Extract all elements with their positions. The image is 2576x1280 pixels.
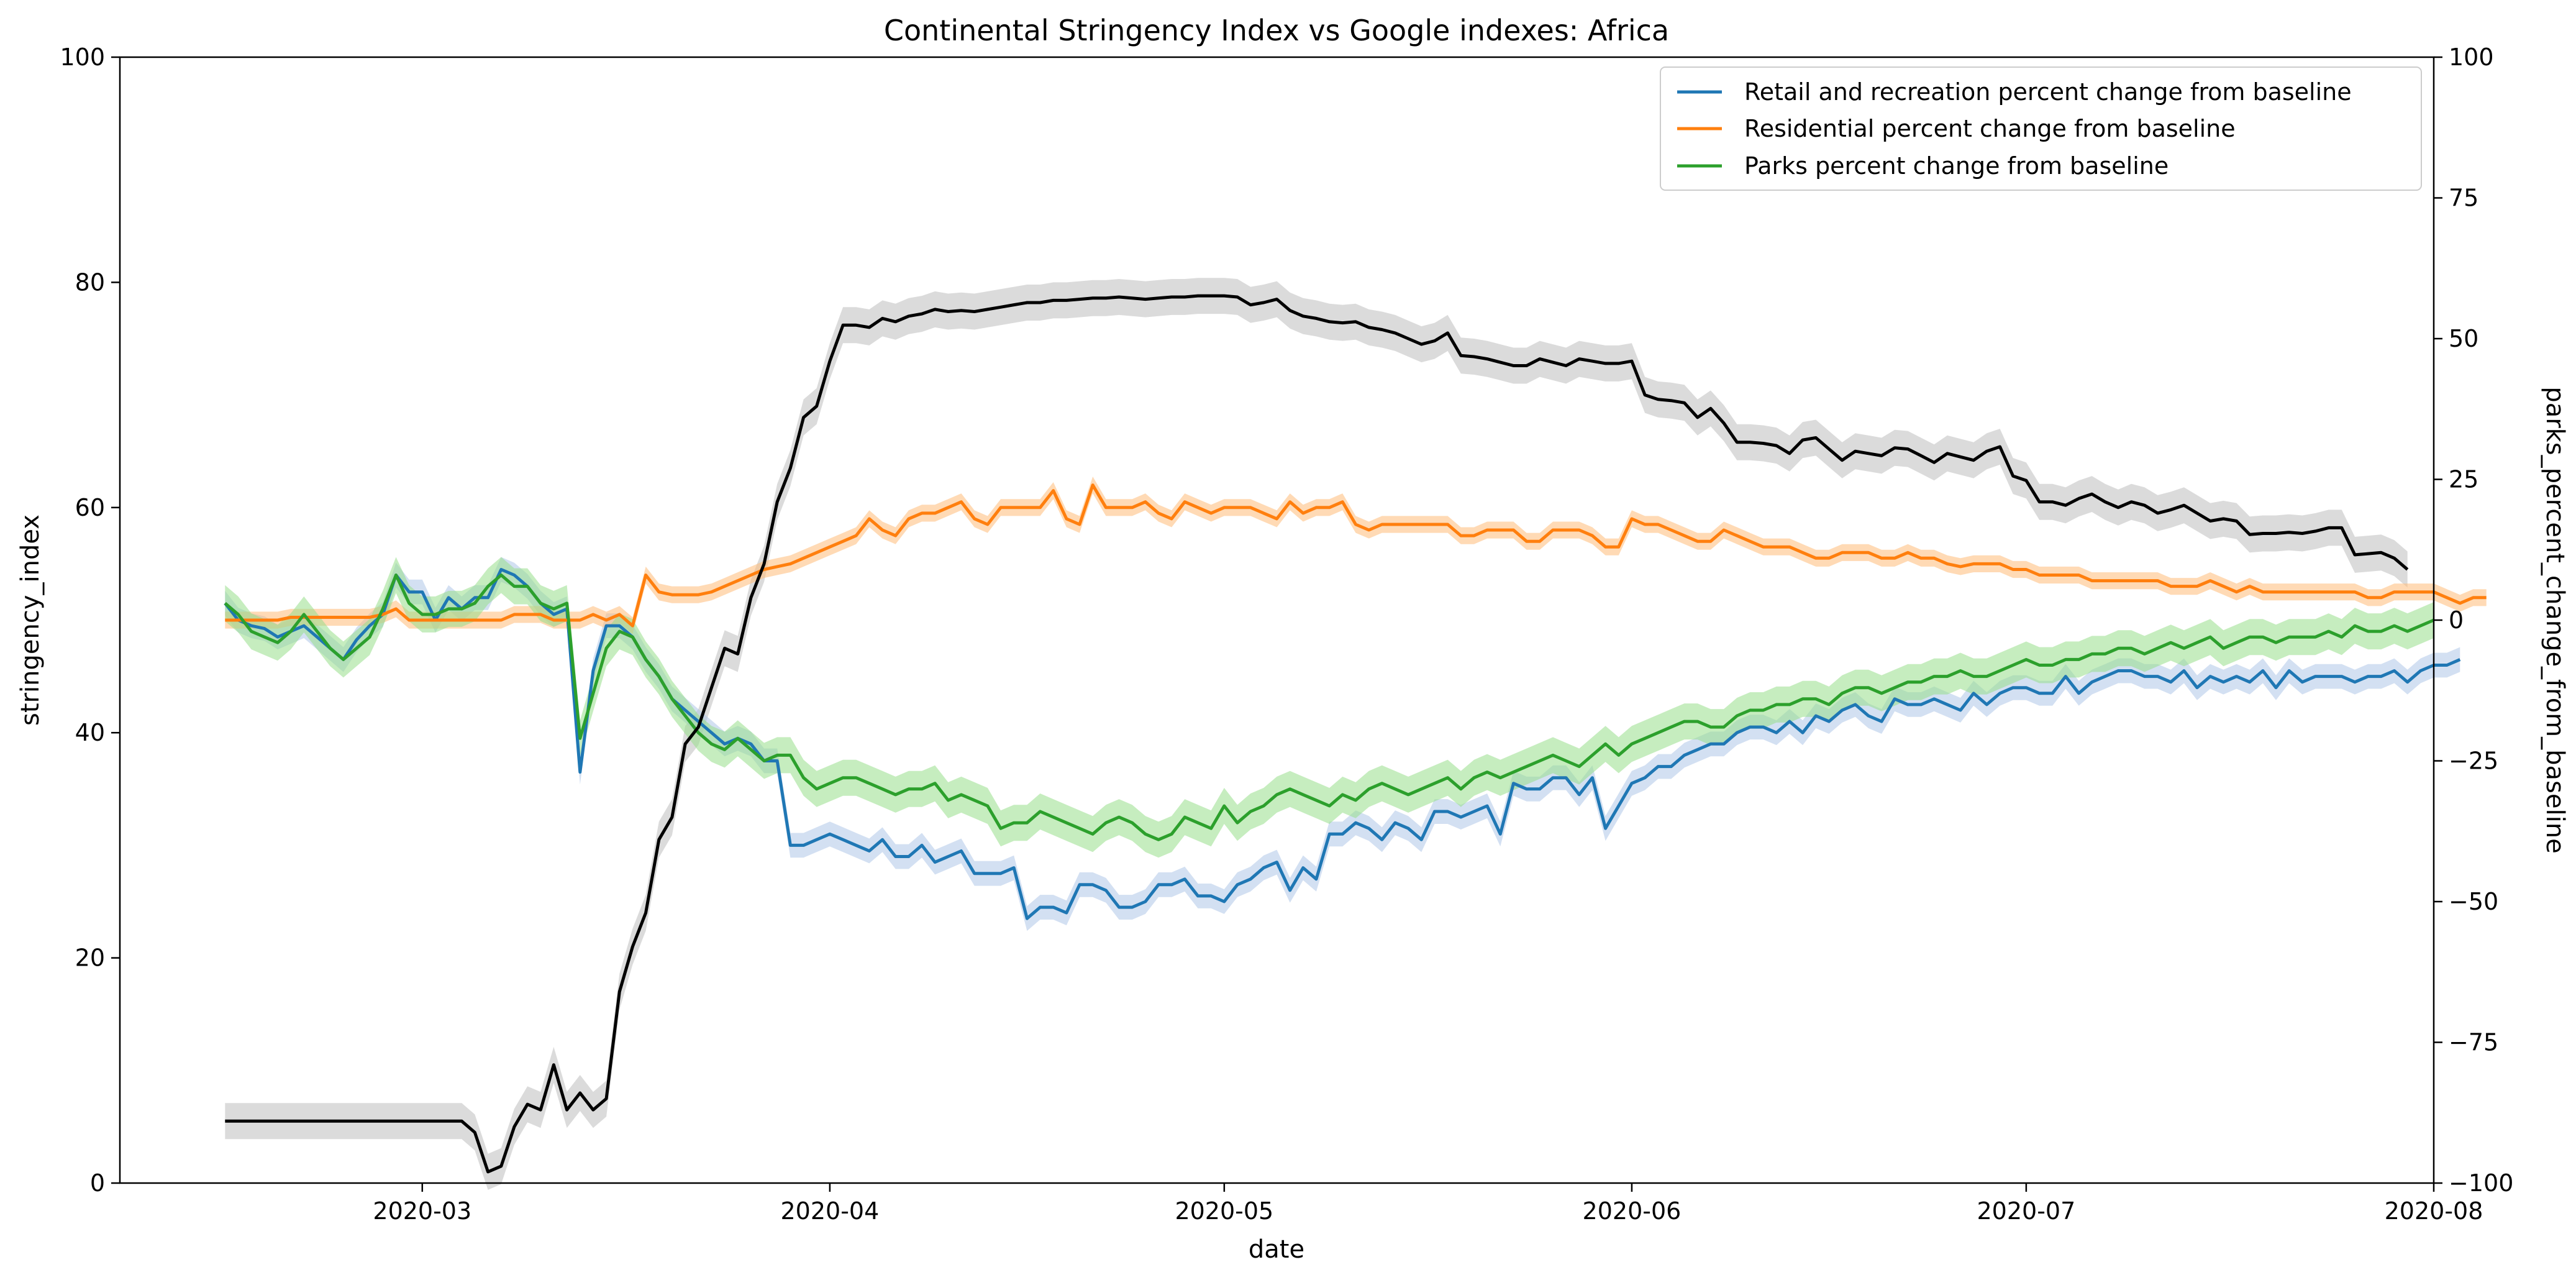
left-y-axis: 0 20 40 60 80 100 xyxy=(60,43,120,1197)
right-tick-label: 75 xyxy=(2449,185,2478,212)
right-tick-label: 0 xyxy=(2449,606,2464,634)
left-tick-label: 100 xyxy=(60,43,105,71)
legend-entry-parks: Parks percent change from baseline xyxy=(1744,152,2169,180)
left-tick-label: 60 xyxy=(75,494,105,521)
left-y-axis-label: stringency_index xyxy=(16,514,45,726)
legend-entry-residential: Residential percent change from baseline xyxy=(1744,115,2236,142)
right-tick-label: −75 xyxy=(2449,1029,2498,1056)
left-tick-label: 80 xyxy=(75,268,105,296)
confidence-bands xyxy=(225,278,2487,1190)
legend: Retail and recreation percent change fro… xyxy=(1660,66,2422,191)
left-tick-label: 0 xyxy=(90,1169,105,1197)
right-tick-label: 100 xyxy=(2449,43,2494,71)
right-y-axis: −100 −75 −50 −25 0 25 50 75 100 xyxy=(2434,43,2513,1197)
band-3 xyxy=(225,557,2434,858)
right-tick-label: −25 xyxy=(2449,747,2498,775)
series-line-2 xyxy=(225,483,2487,628)
right-tick-label: −50 xyxy=(2449,888,2498,915)
series-line-3 xyxy=(224,574,2434,841)
right-tick-label: −100 xyxy=(2449,1169,2513,1197)
x-tick-label: 2020-05 xyxy=(1175,1197,1273,1225)
right-tick-label: 50 xyxy=(2449,325,2478,352)
series-line-1 xyxy=(224,568,2461,920)
left-tick-label: 20 xyxy=(75,944,105,972)
right-tick-label: 25 xyxy=(2449,466,2478,493)
left-tick-label: 40 xyxy=(75,719,105,746)
series-lines xyxy=(224,294,2487,1174)
chart-title: Continental Stringency Index vs Google i… xyxy=(884,14,1669,47)
x-axis-label: date xyxy=(1249,1235,1304,1264)
legend-entry-retail: Retail and recreation percent change fro… xyxy=(1744,78,2352,106)
x-tick-label: 2020-06 xyxy=(1583,1197,1682,1225)
x-tick-label: 2020-03 xyxy=(373,1197,471,1225)
series-line-0 xyxy=(225,294,2409,1174)
right-y-axis-label: parks_percent_change_from_baseline xyxy=(2541,386,2569,853)
x-tick-label: 2020-07 xyxy=(1977,1197,2076,1225)
x-tick-label: 2020-04 xyxy=(781,1197,880,1225)
legend-box xyxy=(1660,66,2422,191)
x-axis: 2020-03 2020-04 2020-05 2020-06 2020-07 2020-… xyxy=(373,1183,2483,1225)
x-tick-label: 2020-08 xyxy=(2385,1197,2483,1225)
